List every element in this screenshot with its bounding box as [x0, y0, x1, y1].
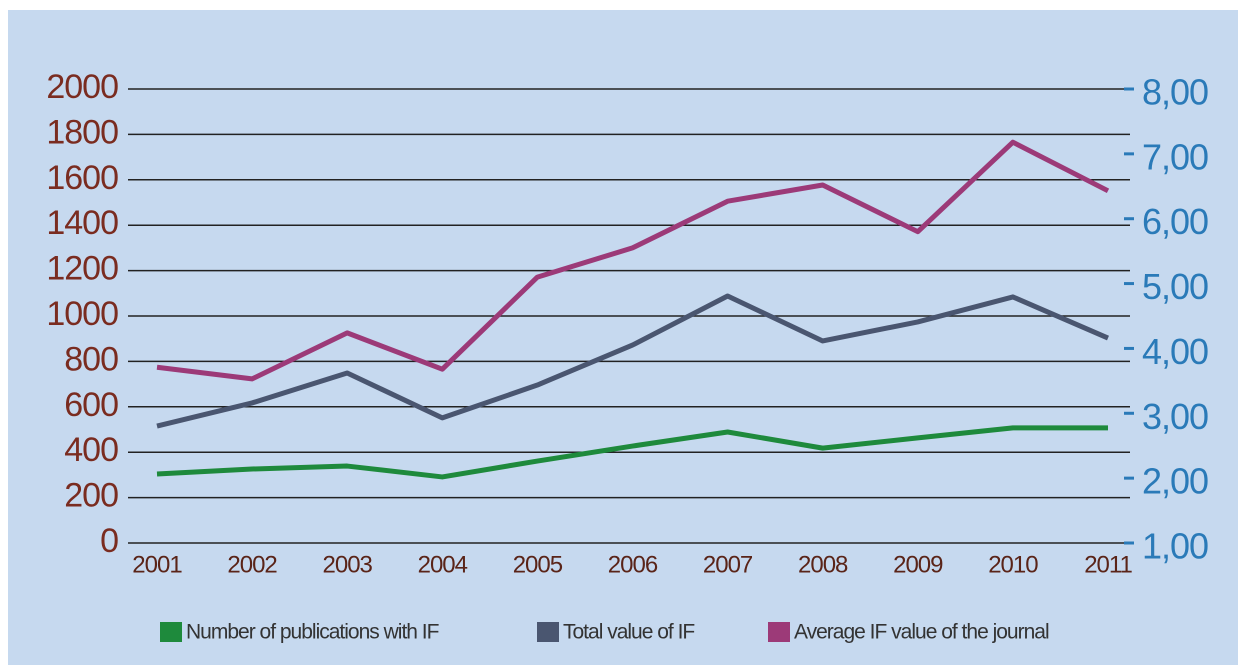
y-tick-label: 200 [64, 477, 118, 515]
y-tick-label: 1800 [46, 113, 118, 151]
x-tick-label: 2003 [323, 551, 373, 578]
x-tick-label: 2002 [227, 551, 277, 578]
x-tick-label: 2001 [132, 551, 182, 578]
y2-tick-label: 5,00 [1142, 266, 1208, 307]
y-tick-label: 1600 [46, 159, 118, 197]
legend-swatch [537, 622, 559, 642]
x-tick-label: 2007 [703, 551, 753, 578]
y-tick-label: 2000 [46, 68, 118, 106]
legend-swatch [160, 622, 182, 642]
y-tick-label: 1200 [46, 250, 118, 288]
series-line [156, 139, 1110, 382]
chart-background [8, 10, 1238, 665]
legend-label: Number of publications with IF [186, 621, 439, 644]
x-tick-label: 2011 [1084, 551, 1132, 578]
y2-tick-label: 1,00 [1142, 526, 1208, 567]
x-tick-label: 2010 [988, 551, 1038, 578]
y2-tick-label: 6,00 [1142, 201, 1208, 242]
x-tick-label: 2005 [513, 551, 563, 578]
series-line [156, 293, 1109, 429]
y2-tick-label: 2,00 [1142, 461, 1208, 502]
y2-tick-label: 4,00 [1142, 331, 1208, 372]
legend-swatch [768, 622, 790, 642]
legend-label: Average IF value of the journal [794, 621, 1049, 644]
y-tick-label: 400 [64, 431, 118, 469]
x-tick-label: 2008 [798, 551, 848, 578]
y-tick-label: 800 [64, 340, 118, 378]
y-tick-label: 1000 [46, 295, 118, 333]
x-tick-label: 2004 [418, 551, 468, 578]
legend-label: Total value of IF [563, 621, 694, 644]
y-tick-label: 600 [64, 386, 118, 424]
y2-tick-label: 7,00 [1142, 136, 1208, 177]
y2-tick-label: 8,00 [1142, 72, 1208, 113]
y-tick-label: 1400 [46, 204, 118, 242]
y2-tick-label: 3,00 [1142, 396, 1208, 437]
x-tick-label: 2009 [893, 551, 943, 578]
y-tick-label: 0 [100, 522, 118, 560]
x-tick-label: 2006 [608, 551, 658, 578]
series-line [156, 425, 1108, 480]
